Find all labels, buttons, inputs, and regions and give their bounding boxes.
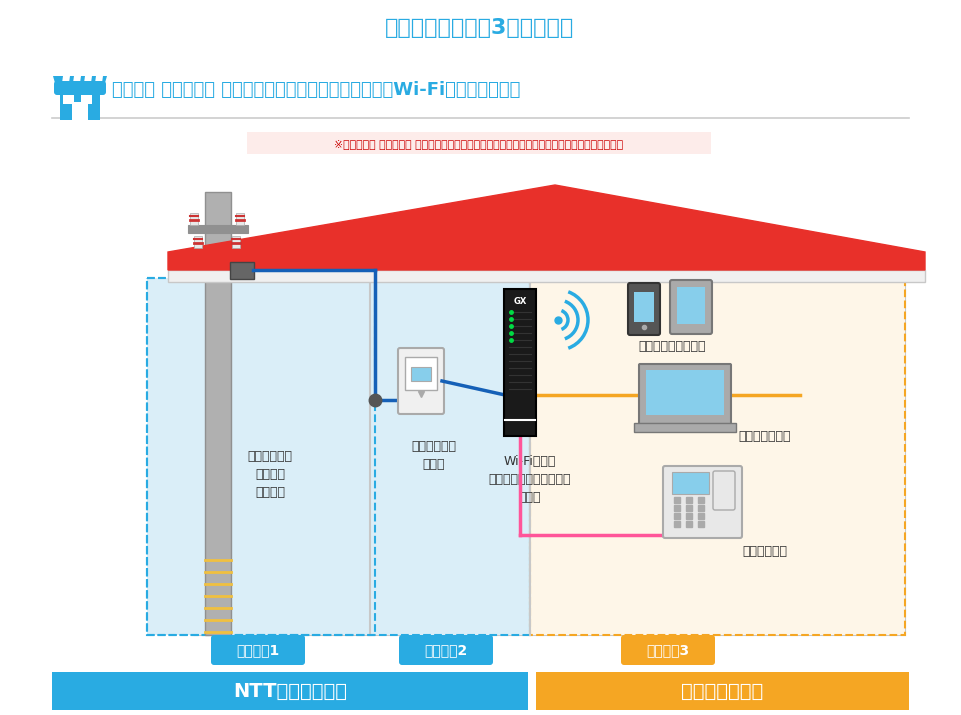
Text: パソコンの設定: パソコンの設定 — [739, 430, 791, 443]
FancyBboxPatch shape — [634, 292, 654, 322]
Text: NTT東日本が実施: NTT東日本が実施 — [233, 681, 347, 701]
FancyBboxPatch shape — [168, 270, 925, 282]
FancyBboxPatch shape — [60, 92, 100, 120]
FancyBboxPatch shape — [81, 95, 92, 104]
Text: 電話機の設置: 電話機の設置 — [743, 545, 787, 558]
Text: 光ファイバー
ケーブル
引き込み: 光ファイバー ケーブル 引き込み — [248, 450, 292, 499]
FancyBboxPatch shape — [211, 635, 305, 665]
FancyBboxPatch shape — [232, 236, 240, 248]
FancyBboxPatch shape — [192, 248, 244, 256]
FancyBboxPatch shape — [663, 466, 742, 538]
FancyBboxPatch shape — [646, 370, 724, 415]
FancyBboxPatch shape — [247, 132, 711, 154]
FancyBboxPatch shape — [52, 672, 528, 710]
FancyBboxPatch shape — [230, 262, 254, 279]
FancyBboxPatch shape — [628, 283, 660, 335]
FancyBboxPatch shape — [672, 472, 709, 494]
Polygon shape — [72, 76, 81, 90]
FancyBboxPatch shape — [194, 236, 202, 248]
FancyBboxPatch shape — [398, 348, 444, 414]
FancyBboxPatch shape — [677, 287, 705, 324]
Text: ステップ2: ステップ2 — [425, 643, 468, 657]
Text: GX: GX — [513, 297, 527, 305]
FancyBboxPatch shape — [504, 289, 536, 436]
Text: スマホ　タブレット: スマホ タブレット — [638, 340, 705, 353]
FancyBboxPatch shape — [205, 192, 231, 635]
Polygon shape — [61, 76, 70, 90]
FancyBboxPatch shape — [72, 102, 88, 120]
FancyBboxPatch shape — [621, 635, 715, 665]
Polygon shape — [83, 76, 92, 90]
Text: フレッツ 光ネクスト ギガファミリー・スマートタイプ（Wi-Fi利用時）の場合: フレッツ 光ネクスト ギガファミリー・スマートタイプ（Wi-Fi利用時）の場合 — [112, 81, 520, 99]
FancyBboxPatch shape — [195, 278, 905, 635]
FancyBboxPatch shape — [411, 367, 431, 381]
Text: ステップ1: ステップ1 — [236, 643, 280, 657]
FancyBboxPatch shape — [530, 278, 905, 635]
FancyBboxPatch shape — [405, 357, 437, 390]
FancyBboxPatch shape — [188, 225, 248, 233]
FancyBboxPatch shape — [670, 280, 712, 334]
Polygon shape — [168, 185, 925, 270]
FancyBboxPatch shape — [54, 81, 106, 95]
FancyBboxPatch shape — [634, 423, 736, 432]
FancyBboxPatch shape — [147, 278, 530, 635]
Polygon shape — [53, 76, 107, 90]
Text: 開通工事の流れは3ステップ！: 開通工事の流れは3ステップ！ — [385, 18, 575, 38]
Text: 光コンセント
の設置: 光コンセント の設置 — [411, 440, 456, 471]
Text: ※「フレッツ 光ネクスト ギガファミリー・スマートタイプ」は新規申込受付を停止しています。: ※「フレッツ 光ネクスト ギガファミリー・スマートタイプ」は新規申込受付を停止し… — [334, 139, 624, 149]
FancyBboxPatch shape — [536, 672, 909, 710]
FancyBboxPatch shape — [63, 95, 74, 104]
FancyBboxPatch shape — [399, 635, 493, 665]
FancyBboxPatch shape — [236, 213, 244, 225]
FancyBboxPatch shape — [190, 213, 198, 225]
FancyBboxPatch shape — [713, 471, 735, 510]
Text: ステップ3: ステップ3 — [647, 643, 690, 657]
FancyBboxPatch shape — [639, 364, 731, 424]
Polygon shape — [94, 76, 103, 90]
Text: お客さまが実施: お客さまが実施 — [681, 681, 763, 701]
Text: Wi-Fiルータ
（ホームゲートウェイ）
の設置: Wi-Fiルータ （ホームゲートウェイ） の設置 — [489, 455, 571, 504]
